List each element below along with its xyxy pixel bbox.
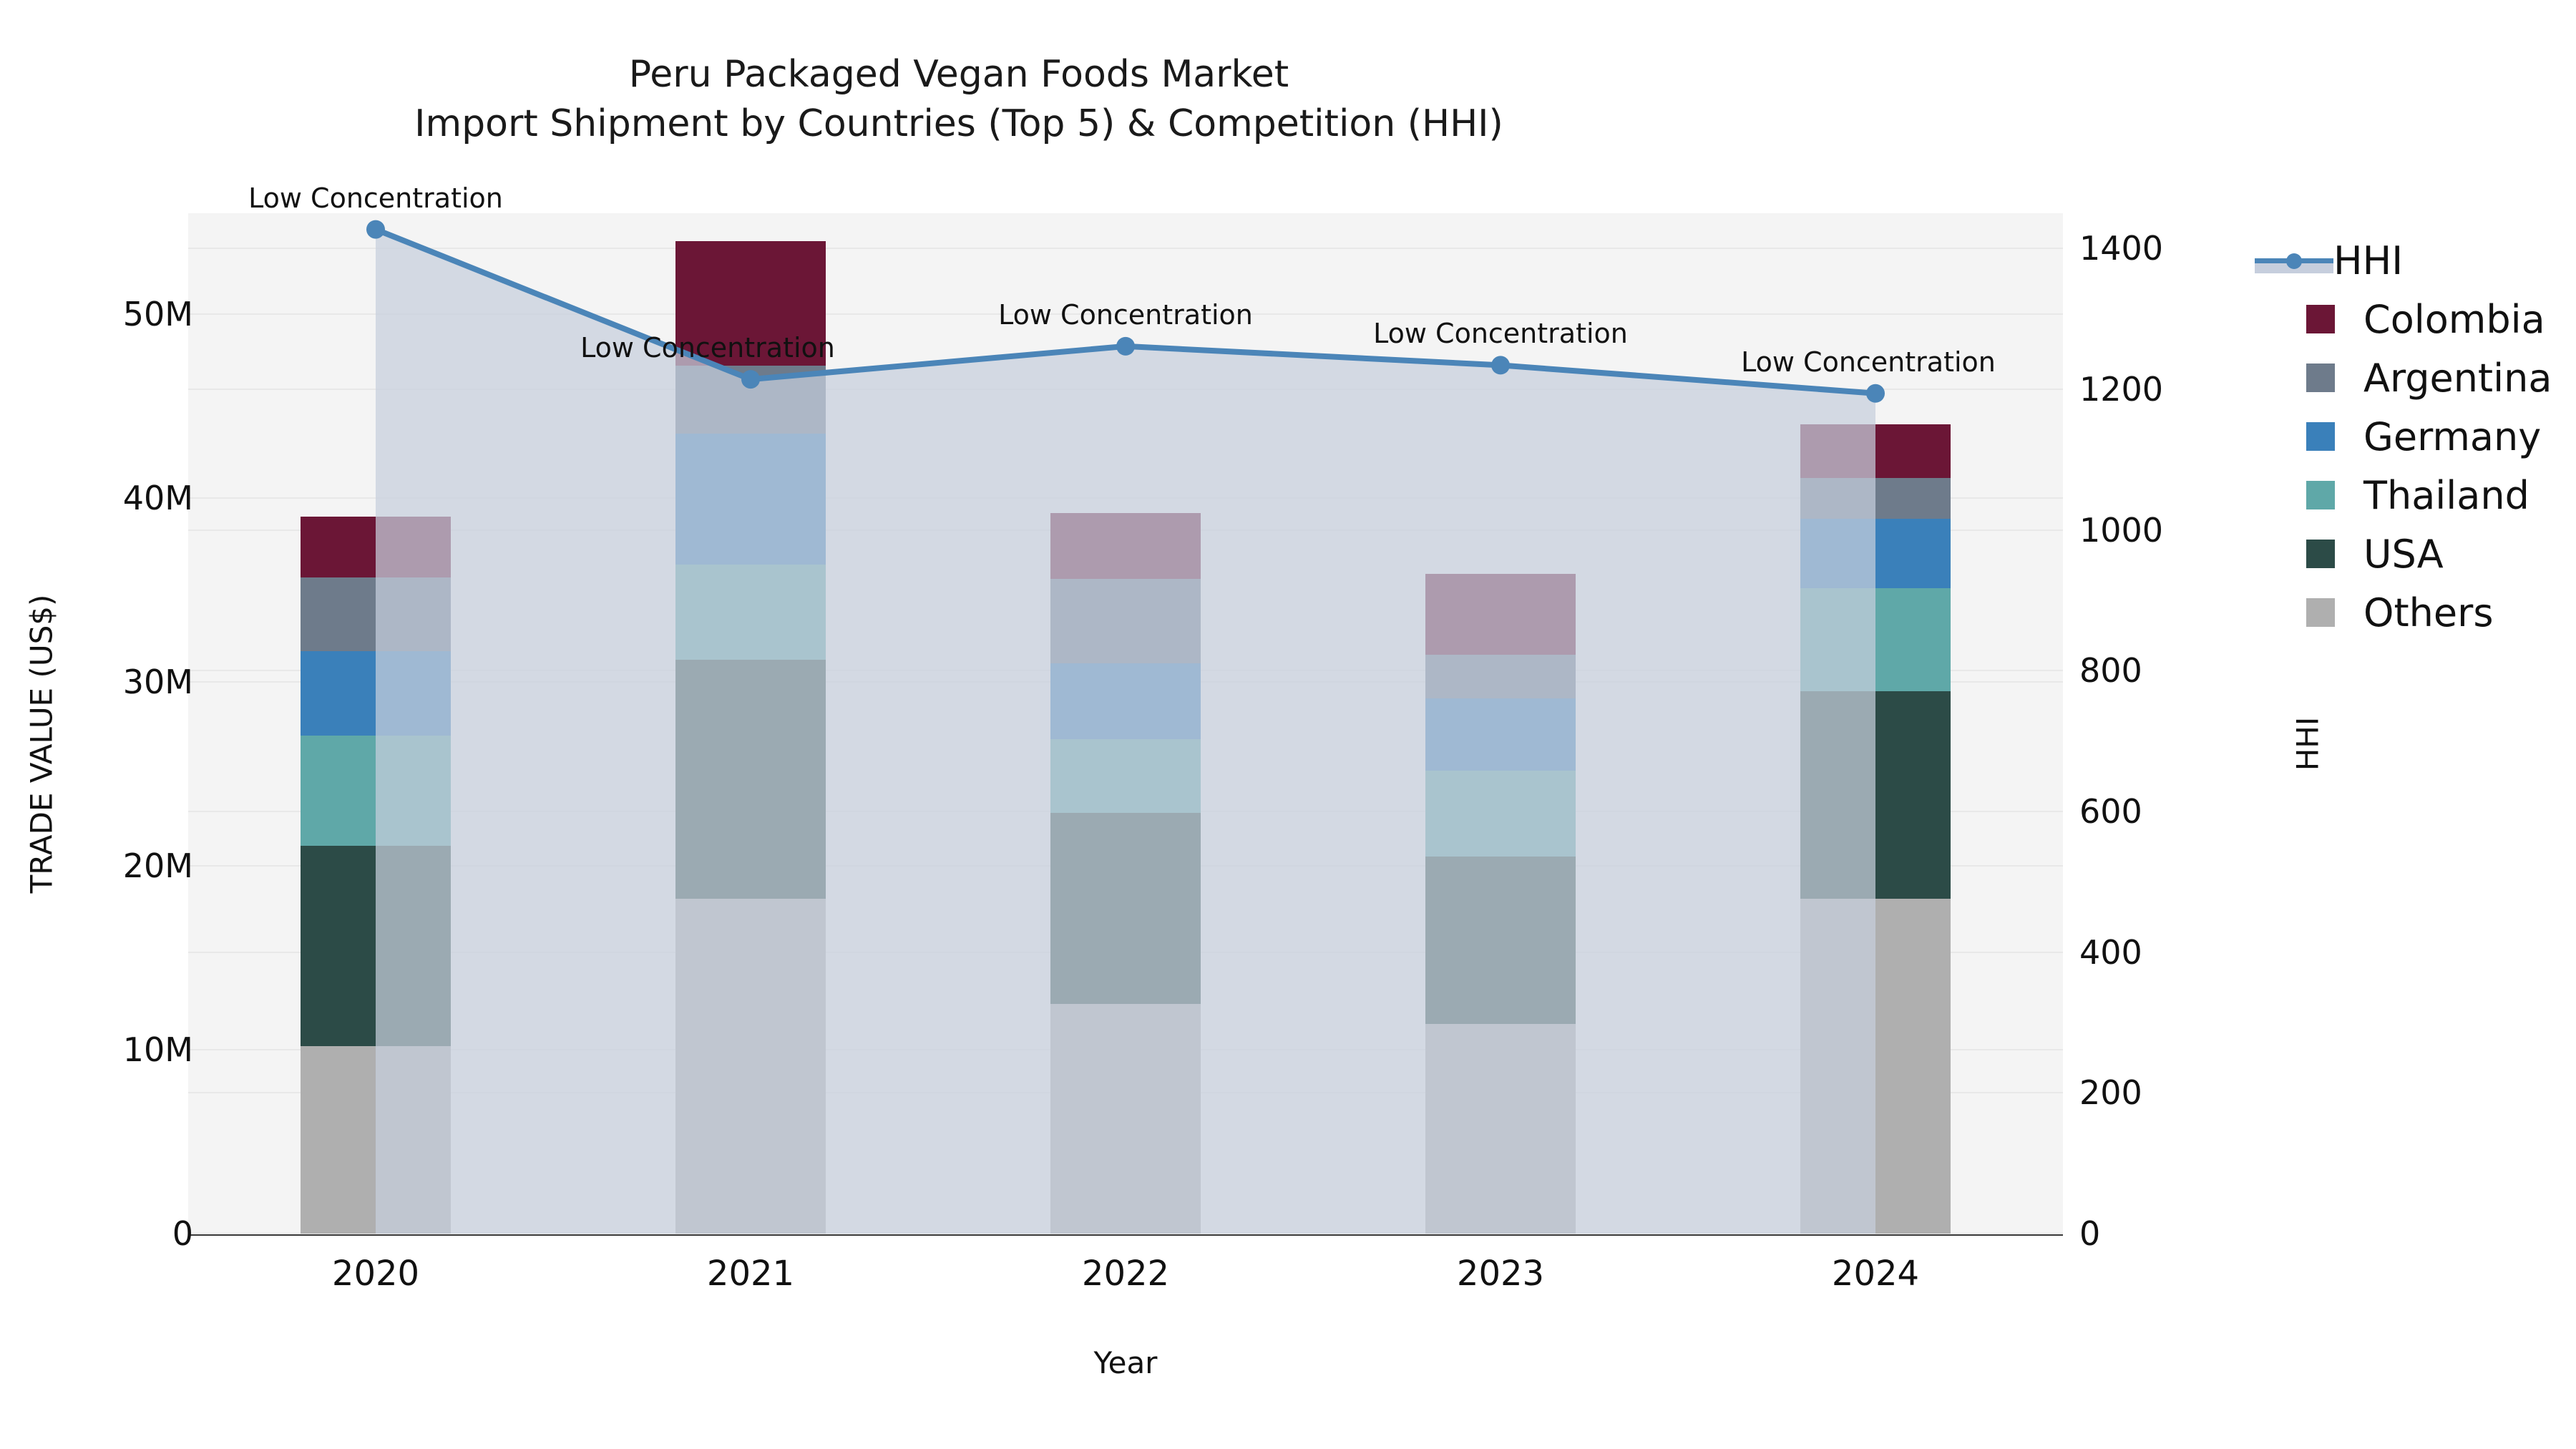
y-tick-right: 400 bbox=[2079, 932, 2142, 972]
legend-label: Colombia bbox=[2363, 296, 2545, 342]
legend-swatch-icon bbox=[2306, 305, 2335, 333]
legend-item-colombia[interactable]: Colombia bbox=[2279, 295, 2552, 343]
x-tick: 2020 bbox=[331, 1254, 420, 1294]
legend-item-hhi[interactable]: HHI bbox=[2255, 236, 2552, 285]
legend-line-marker-icon bbox=[2255, 246, 2333, 275]
concentration-label: Low Concentration bbox=[580, 332, 835, 364]
legend-swatch-icon bbox=[2306, 422, 2335, 451]
y-tick-left: 50M bbox=[122, 295, 193, 334]
bar-segment[interactable] bbox=[1425, 654, 1576, 699]
bar-segment[interactable] bbox=[675, 899, 826, 1234]
bar-segment[interactable] bbox=[1800, 691, 1951, 899]
bar-segment[interactable] bbox=[1800, 588, 1951, 692]
bar-segment[interactable] bbox=[1050, 738, 1201, 813]
stacked-bar[interactable] bbox=[675, 213, 826, 1234]
y-tick-left: 10M bbox=[122, 1030, 193, 1070]
x-tick: 2022 bbox=[1081, 1254, 1170, 1294]
y-tick-right: 200 bbox=[2079, 1073, 2142, 1113]
bar-segment[interactable] bbox=[301, 735, 451, 846]
bar-segment[interactable] bbox=[1800, 424, 1951, 478]
concentration-label: Low Concentration bbox=[1373, 318, 1628, 350]
bar-segment[interactable] bbox=[301, 650, 451, 736]
legend-label: Germany bbox=[2363, 414, 2542, 459]
y-tick-left: 20M bbox=[122, 847, 193, 886]
x-axis-label: Year bbox=[1093, 1345, 1158, 1380]
stacked-bar[interactable] bbox=[301, 213, 451, 1234]
y-tick-left: 30M bbox=[122, 663, 193, 702]
gridline bbox=[188, 1233, 2063, 1234]
legend-item-germany[interactable]: Germany bbox=[2279, 412, 2552, 461]
x-tick: 2021 bbox=[706, 1254, 795, 1294]
legend-item-argentina[interactable]: Argentina bbox=[2279, 353, 2552, 402]
legend-item-thailand[interactable]: Thailand bbox=[2279, 471, 2552, 519]
bar-segment[interactable] bbox=[675, 366, 826, 434]
bar-segment[interactable] bbox=[301, 516, 451, 577]
y-tick-left: 0 bbox=[172, 1214, 193, 1253]
bar-segment[interactable] bbox=[1800, 518, 1951, 589]
bar-segment[interactable] bbox=[1800, 477, 1951, 519]
bar-segment[interactable] bbox=[1425, 770, 1576, 857]
bar-segment[interactable] bbox=[1050, 512, 1201, 580]
legend-swatch-icon bbox=[2306, 598, 2335, 627]
legend-item-others[interactable]: Others bbox=[2279, 588, 2552, 637]
y-tick-right: 1000 bbox=[2079, 510, 2164, 550]
stacked-bar[interactable] bbox=[1425, 213, 1576, 1234]
y-tick-left: 40M bbox=[122, 479, 193, 518]
legend-label: USA bbox=[2363, 531, 2444, 577]
y-tick-right: 0 bbox=[2079, 1214, 2101, 1253]
legend-label: Thailand bbox=[2363, 472, 2529, 518]
concentration-label: Low Concentration bbox=[1741, 346, 1996, 378]
bar-segment[interactable] bbox=[1050, 579, 1201, 664]
chart-title-line-1: Peru Packaged Vegan Foods Market bbox=[628, 53, 1289, 96]
concentration-label: Low Concentration bbox=[998, 298, 1253, 331]
y-tick-right: 1400 bbox=[2079, 229, 2164, 268]
legend-label: Argentina bbox=[2363, 355, 2552, 401]
legend-swatch-icon bbox=[2306, 481, 2335, 509]
bar-segment[interactable] bbox=[1425, 698, 1576, 771]
y-axis-left-label: TRADE VALUE (US$) bbox=[24, 594, 59, 894]
chart-title: Peru Packaged Vegan Foods Market Import … bbox=[0, 50, 1918, 149]
bar-segment[interactable] bbox=[1425, 573, 1576, 655]
y-tick-right: 800 bbox=[2079, 651, 2142, 691]
bar-segment[interactable] bbox=[675, 564, 826, 660]
x-tick: 2023 bbox=[1456, 1254, 1545, 1294]
y-tick-right: 1200 bbox=[2079, 369, 2164, 409]
legend-swatch-icon bbox=[2306, 364, 2335, 392]
bar-segment[interactable] bbox=[1425, 857, 1576, 1025]
legend: HHI Colombia Argentina Germany Thailand USA Ot… bbox=[2255, 236, 2552, 647]
x-tick: 2024 bbox=[1831, 1254, 1920, 1294]
bar-segment[interactable] bbox=[1050, 812, 1201, 1004]
bar-segment[interactable] bbox=[301, 1045, 451, 1234]
legend-label: HHI bbox=[2333, 238, 2404, 283]
stacked-bar[interactable] bbox=[1050, 213, 1201, 1234]
y-axis-right-label: HHI bbox=[2290, 716, 2326, 771]
bar-segment[interactable] bbox=[1425, 1024, 1576, 1234]
bar-segment[interactable] bbox=[675, 434, 826, 565]
bar-segment[interactable] bbox=[301, 845, 451, 1046]
y-tick-right: 600 bbox=[2079, 791, 2142, 831]
legend-item-usa[interactable]: USA bbox=[2279, 530, 2552, 578]
x-axis-line bbox=[188, 1234, 2063, 1236]
bar-segment[interactable] bbox=[301, 577, 451, 651]
bar-segment[interactable] bbox=[1800, 899, 1951, 1234]
legend-label: Others bbox=[2363, 590, 2494, 635]
bar-segment[interactable] bbox=[675, 660, 826, 899]
bar-segment[interactable] bbox=[1050, 663, 1201, 739]
legend-swatch-icon bbox=[2306, 540, 2335, 568]
chart-title-line-2: Import Shipment by Countries (Top 5) & C… bbox=[414, 102, 1503, 146]
bar-segment[interactable] bbox=[1050, 1003, 1201, 1234]
concentration-label: Low Concentration bbox=[248, 182, 503, 214]
